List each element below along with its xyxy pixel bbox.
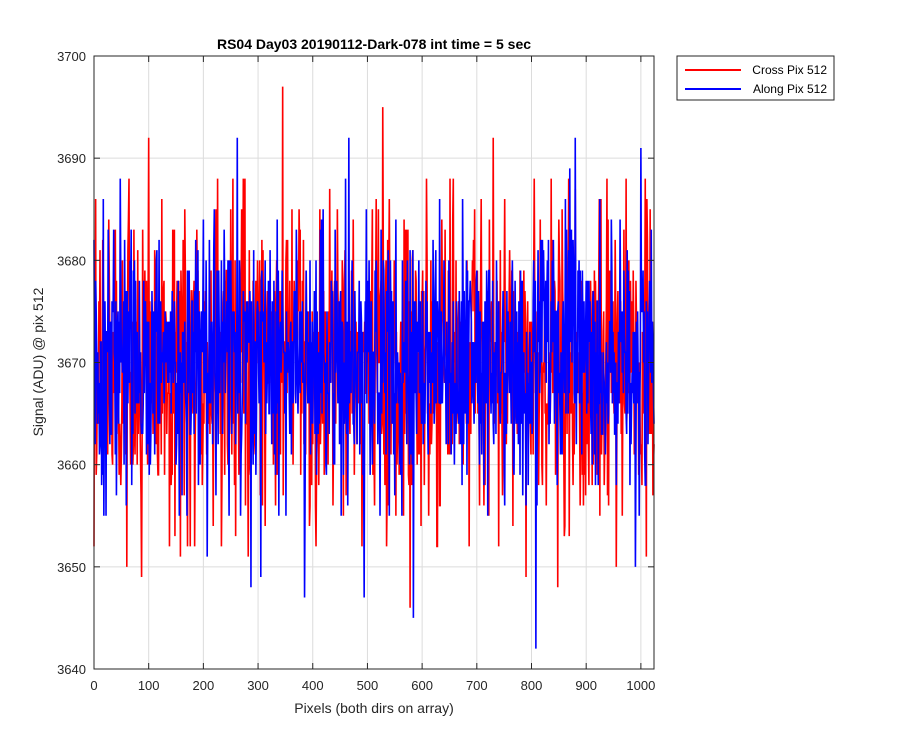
x-tick-label: 600 [411,678,433,693]
x-axis-label: Pixels (both dirs on array) [294,700,454,716]
series-layer [93,86,655,649]
chart-title: RS04 Day03 20190112-Dark-078 int time = … [217,36,531,52]
y-tick-label: 3700 [57,49,86,64]
legend[interactable]: Cross Pix 512 Along Pix 512 [676,55,835,101]
x-tick-label: 0 [90,678,97,693]
x-tick-label: 1000 [626,678,655,693]
x-tick-label: 500 [357,678,379,693]
x-tick-label: 400 [302,678,324,693]
x-tick-label: 900 [575,678,597,693]
legend-box [676,55,835,101]
legend-label-cross: Cross Pix 512 [752,63,827,77]
x-tick-label: 800 [521,678,543,693]
ticks: 0 100 200 300 400 500 600 700 800 900 1000 3640 3650… [57,49,655,693]
y-tick-label: 3640 [57,662,86,677]
y-tick-label: 3680 [57,253,86,268]
y-tick-label: 3650 [57,560,86,575]
y-axis-label: Signal (ADU) @ pix 512 [30,287,46,436]
x-tick-label: 100 [138,678,160,693]
y-tick-label: 3670 [57,356,86,371]
y-tick-label: 3660 [57,458,86,473]
series-line-along-pix-512 [93,137,655,649]
x-tick-label: 300 [247,678,269,693]
x-tick-label: 700 [466,678,488,693]
legend-label-along: Along Pix 512 [753,82,827,96]
x-tick-label: 200 [193,678,215,693]
y-tick-label: 3690 [57,151,86,166]
